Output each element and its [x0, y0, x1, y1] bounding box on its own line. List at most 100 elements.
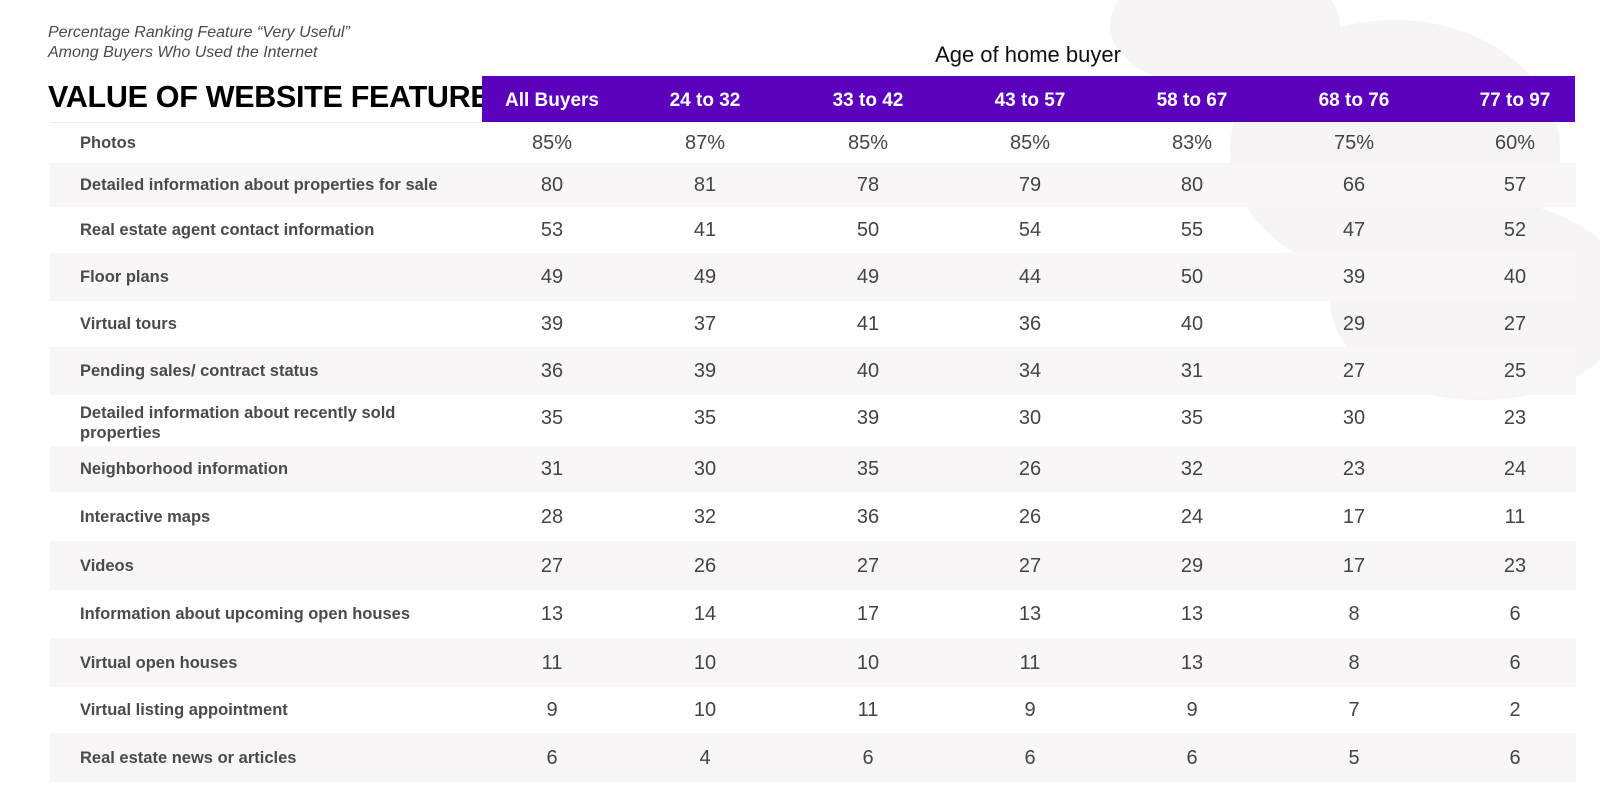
table-cell: 17: [1342, 505, 1366, 528]
table-cell: 36: [540, 360, 564, 382]
column-header: All Buyers: [505, 90, 599, 111]
table-cell: 80: [1180, 174, 1204, 196]
table-cell: 49: [693, 266, 717, 288]
table-cell: 41: [856, 313, 880, 335]
table-cell: 9: [1024, 699, 1036, 721]
column-header: 77 to 97: [1479, 90, 1551, 111]
column-header: 43 to 57: [994, 90, 1066, 111]
table-cell: 8: [1348, 651, 1360, 674]
table-cell: 35: [693, 406, 717, 429]
row-label: Virtual tours: [80, 315, 177, 333]
table-row: [50, 253, 1576, 301]
row-label: Interactive maps: [80, 507, 211, 526]
table-cell: 39: [856, 406, 880, 429]
table-cell: 39: [1342, 266, 1366, 288]
table-cell: 50: [1180, 266, 1204, 288]
table-cell: 55: [1180, 219, 1204, 241]
table-cell: 81: [693, 174, 717, 196]
table-cell: 6: [1186, 746, 1198, 769]
row-label: Photos: [80, 133, 136, 152]
table-cell: 53: [540, 219, 564, 241]
table-cell: 39: [540, 313, 564, 335]
table-cell: 9: [1186, 699, 1198, 721]
table-cell: 85%: [847, 131, 889, 154]
column-header: 33 to 42: [832, 90, 904, 111]
table-cell: 11: [857, 699, 879, 721]
subtitle-line-1: Percentage Ranking Feature “Very Useful”: [48, 24, 350, 41]
table-cell: 36: [856, 505, 880, 528]
column-header-bar: [482, 76, 1575, 122]
title-divider: [50, 122, 480, 123]
table-cell: 11: [1019, 651, 1041, 674]
table-cell: 25: [1503, 360, 1527, 382]
table-cell: 24: [1503, 458, 1527, 480]
row-label: Information about upcoming open houses: [80, 605, 410, 623]
table-cell: 54: [1018, 219, 1042, 241]
page-title: VALUE OF WEBSITE FEATURES: [48, 80, 511, 114]
table-cell: 79: [1018, 174, 1042, 196]
table-cell: 23: [1342, 458, 1366, 480]
table-cell: 31: [1180, 360, 1204, 382]
table-cell: 37: [693, 313, 717, 335]
table-row: [50, 638, 1576, 687]
table-cell: 26: [1018, 458, 1042, 480]
table-cell: 47: [1342, 219, 1366, 241]
table-cell: 85%: [531, 131, 573, 154]
table-cell: 24: [1180, 505, 1204, 528]
table-row: [50, 347, 1576, 395]
table-cell: 27: [1342, 360, 1366, 382]
table-cell: 32: [1180, 458, 1204, 480]
row-label: Real estate news or articles: [80, 748, 297, 767]
table-cell: 27: [856, 554, 880, 577]
table-cell: 40: [1180, 313, 1204, 335]
table-cell: 5: [1348, 746, 1360, 769]
table-cell: 35: [540, 406, 564, 429]
table-cell: 52: [1503, 219, 1527, 241]
table-cell: 35: [856, 458, 880, 480]
table-cell: 41: [693, 219, 717, 241]
table-row: [50, 163, 1576, 207]
table-cell: 7: [1348, 699, 1360, 721]
row-label: Videos: [80, 556, 134, 575]
table-cell: 6: [1509, 746, 1521, 769]
table-cell: 9: [546, 699, 558, 721]
table-cell: 10: [693, 699, 717, 721]
row-label: Detailed information about properties fo…: [80, 176, 438, 194]
table-cell: 26: [1018, 505, 1042, 528]
table-cell: 80: [540, 174, 564, 196]
table-cell: 29: [1180, 554, 1204, 577]
table-cell: 13: [1180, 603, 1204, 625]
table-cell: 66: [1342, 174, 1366, 196]
table-cell: 27: [540, 554, 564, 577]
table-cell: 10: [856, 651, 880, 674]
table-cell: 11: [1504, 505, 1526, 528]
table-cell: 87%: [684, 131, 726, 154]
table-cell: 28: [540, 505, 564, 528]
table-cell: 29: [1342, 313, 1366, 335]
table-cell: 85%: [1009, 131, 1051, 154]
table-cell: 49: [856, 266, 880, 288]
table-cell: 57: [1503, 174, 1527, 196]
column-header: 24 to 32: [669, 90, 741, 111]
table-cell: 30: [693, 458, 717, 480]
table-cell: 26: [693, 554, 717, 577]
table-cell: 31: [540, 458, 564, 480]
table-cell: 23: [1503, 554, 1527, 577]
table-cell: 75%: [1333, 131, 1375, 154]
table-cell: 2: [1509, 699, 1521, 721]
table-cell: 27: [1018, 554, 1042, 577]
row-label: Virtual listing appointment: [80, 701, 288, 719]
table-cell: 8: [1348, 603, 1360, 625]
table-cell: 6: [862, 746, 874, 769]
table-row: [50, 733, 1576, 782]
table-cell: 6: [1509, 651, 1521, 674]
table-cell: 6: [546, 746, 558, 769]
table-cell: 49: [540, 266, 564, 288]
table-cell: 40: [1503, 266, 1527, 288]
table-cell: 13: [540, 603, 564, 625]
table-row: [50, 446, 1576, 492]
table-cell: 30: [1018, 406, 1042, 429]
table-cell: 17: [856, 603, 880, 625]
table-cell: 32: [693, 505, 717, 528]
table-cell: 17: [1342, 554, 1366, 577]
